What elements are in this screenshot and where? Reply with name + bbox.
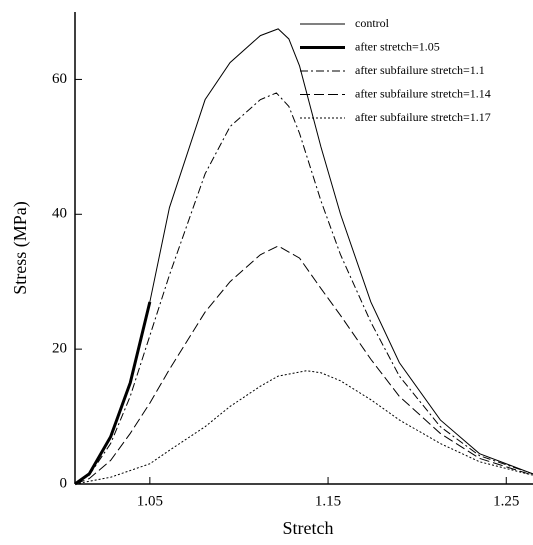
y-tick-label: 0 — [60, 475, 68, 491]
series-line — [74, 370, 533, 485]
legend-label: after subfailure stretch=1.1 — [355, 63, 485, 77]
x-axis-label: Stretch — [283, 518, 334, 538]
y-tick-label: 60 — [52, 71, 67, 87]
y-tick-label: 20 — [52, 341, 67, 357]
y-tick-label: 40 — [52, 206, 67, 222]
series-line — [74, 301, 152, 486]
x-tick-label: 1.05 — [137, 493, 163, 509]
legend-label: after subfailure stretch=1.17 — [355, 110, 491, 124]
series-line — [74, 245, 533, 485]
y-axis-label: Stress (MPa) — [10, 201, 31, 295]
x-tick-label: 1.15 — [315, 493, 341, 509]
legend-label: after stretch=1.05 — [355, 39, 440, 53]
legend-label: after subfailure stretch=1.14 — [355, 86, 491, 100]
legend-label: control — [355, 16, 390, 30]
x-tick-label: 1.25 — [493, 493, 519, 509]
series-line — [74, 92, 533, 485]
